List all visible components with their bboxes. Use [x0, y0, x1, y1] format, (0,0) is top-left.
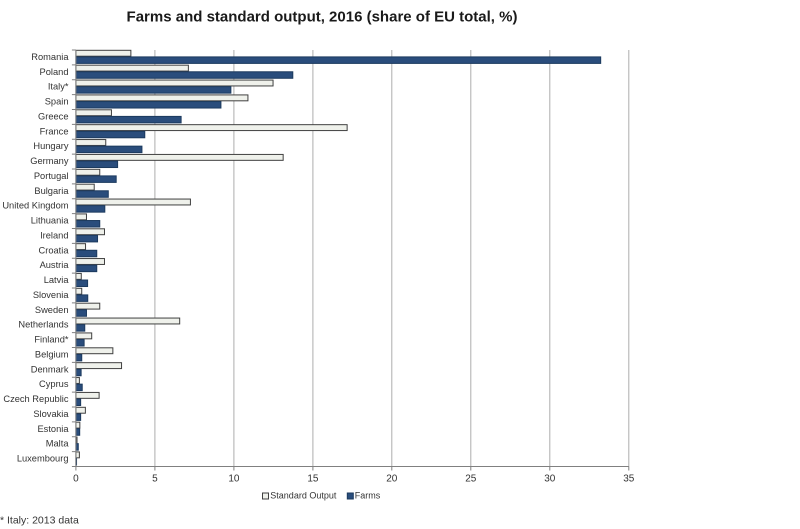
- svg-text:Standard Output: Standard Output: [270, 491, 337, 501]
- svg-text:Austria: Austria: [40, 260, 70, 270]
- svg-text:Luxembourg: Luxembourg: [17, 454, 69, 464]
- svg-text:Poland: Poland: [40, 67, 69, 77]
- svg-text:* Italy: 2013 data: * Italy: 2013 data: [0, 515, 79, 527]
- svg-text:Portugal: Portugal: [34, 171, 69, 181]
- svg-text:Italy*: Italy*: [48, 82, 69, 92]
- svg-text:35: 35: [623, 473, 635, 484]
- svg-text:0: 0: [73, 473, 79, 484]
- svg-text:Hungary: Hungary: [33, 141, 68, 151]
- svg-text:Estonia: Estonia: [37, 424, 69, 434]
- svg-text:France: France: [40, 126, 69, 136]
- svg-text:Slovenia: Slovenia: [33, 290, 69, 300]
- svg-text:United Kingdom: United Kingdom: [2, 201, 68, 211]
- svg-text:Spain: Spain: [45, 97, 69, 107]
- svg-text:Czech Republic: Czech Republic: [3, 394, 68, 404]
- svg-text:Greece: Greece: [38, 111, 69, 121]
- svg-text:Farms and standard output, 201: Farms and standard output, 2016 (share o…: [127, 9, 518, 26]
- svg-text:Finland*: Finland*: [34, 335, 68, 345]
- svg-text:Lithuania: Lithuania: [31, 216, 70, 226]
- svg-text:Ireland: Ireland: [40, 230, 68, 240]
- svg-text:Croatia: Croatia: [39, 245, 70, 255]
- svg-text:Malta: Malta: [46, 439, 70, 449]
- svg-text:Sweden: Sweden: [35, 305, 69, 315]
- svg-text:Netherlands: Netherlands: [18, 320, 68, 330]
- svg-text:Farms: Farms: [355, 491, 381, 501]
- svg-text:Denmark: Denmark: [31, 364, 69, 374]
- svg-text:Belgium: Belgium: [35, 349, 69, 359]
- svg-text:Bulgaria: Bulgaria: [34, 186, 69, 196]
- svg-text:Germany: Germany: [30, 156, 69, 166]
- svg-text:30: 30: [544, 473, 556, 484]
- svg-text:15: 15: [307, 473, 319, 484]
- svg-text:Romania: Romania: [31, 52, 69, 62]
- svg-text:Latvia: Latvia: [44, 275, 70, 285]
- svg-text:Cyprus: Cyprus: [39, 379, 69, 389]
- svg-text:10: 10: [228, 473, 240, 484]
- svg-text:5: 5: [152, 473, 158, 484]
- svg-text:20: 20: [386, 473, 398, 484]
- svg-text:Slovakia: Slovakia: [33, 409, 69, 419]
- svg-text:25: 25: [465, 473, 477, 484]
